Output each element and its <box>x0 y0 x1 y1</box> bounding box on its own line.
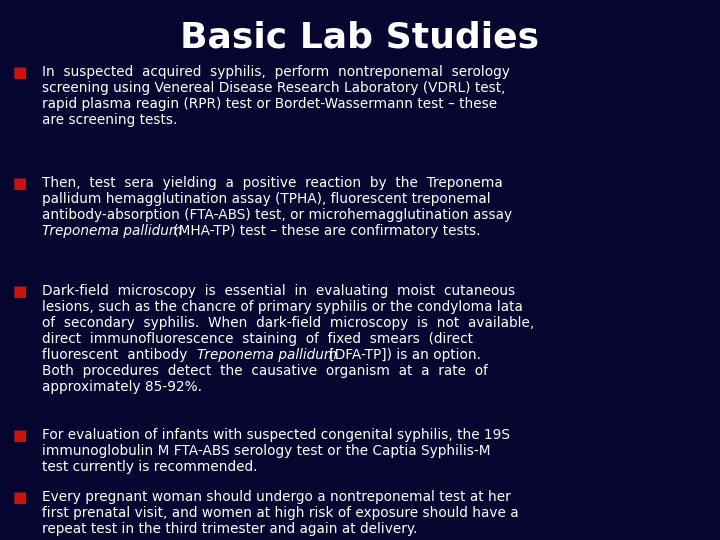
Text: Then,  test  sera  yielding  a  positive  reaction  by  the  Treponema: Then, test sera yielding a positive reac… <box>42 176 503 190</box>
Text: screening using Venereal Disease Research Laboratory (VDRL) test,: screening using Venereal Disease Researc… <box>42 81 505 95</box>
Text: direct  immunofluorescence  staining  of  fixed  smears  (direct: direct immunofluorescence staining of fi… <box>42 332 473 346</box>
Text: of  secondary  syphilis.  When  dark-field  microscopy  is  not  available,: of secondary syphilis. When dark-field m… <box>42 315 534 329</box>
Text: test currently is recommended.: test currently is recommended. <box>42 460 257 474</box>
Text: ■: ■ <box>13 490 27 505</box>
Text: Basic Lab Studies: Basic Lab Studies <box>181 21 539 55</box>
Text: Treponema pallidum: Treponema pallidum <box>42 224 182 238</box>
Text: lesions, such as the chancre of primary syphilis or the condyloma lata: lesions, such as the chancre of primary … <box>42 300 523 314</box>
Text: ■: ■ <box>13 428 27 443</box>
Text: fluorescent  antibody: fluorescent antibody <box>42 348 192 362</box>
Text: approximately 85-92%.: approximately 85-92%. <box>42 380 202 394</box>
Text: rapid plasma reagin (RPR) test or Bordet-Wassermann test – these: rapid plasma reagin (RPR) test or Bordet… <box>42 97 497 111</box>
Text: [DFA-TP]) is an option.: [DFA-TP]) is an option. <box>325 348 481 362</box>
Text: repeat test in the third trimester and again at delivery.: repeat test in the third trimester and a… <box>42 522 417 536</box>
Text: ■: ■ <box>13 65 27 80</box>
Text: pallidum hemagglutination assay (TPHA), fluorescent treponemal: pallidum hemagglutination assay (TPHA), … <box>42 192 490 206</box>
Text: immunoglobulin M FTA-ABS serology test or the Captia Syphilis-M: immunoglobulin M FTA-ABS serology test o… <box>42 444 490 458</box>
Text: Every pregnant woman should undergo a nontreponemal test at her: Every pregnant woman should undergo a no… <box>42 490 510 504</box>
Text: Dark-field  microscopy  is  essential  in  evaluating  moist  cutaneous: Dark-field microscopy is essential in ev… <box>42 284 515 298</box>
Text: are screening tests.: are screening tests. <box>42 113 177 127</box>
Text: Treponema pallidum: Treponema pallidum <box>197 348 338 362</box>
Text: ■: ■ <box>13 284 27 299</box>
Text: Both  procedures  detect  the  causative  organism  at  a  rate  of: Both procedures detect the causative org… <box>42 364 487 378</box>
Text: (MHA-TP) test – these are confirmatory tests.: (MHA-TP) test – these are confirmatory t… <box>169 224 481 238</box>
Text: ■: ■ <box>13 176 27 191</box>
Text: antibody-absorption (FTA-ABS) test, or microhemagglutination assay: antibody-absorption (FTA-ABS) test, or m… <box>42 207 512 221</box>
Text: In  suspected  acquired  syphilis,  perform  nontreponemal  serology: In suspected acquired syphilis, perform … <box>42 65 510 79</box>
Text: first prenatal visit, and women at high risk of exposure should have a: first prenatal visit, and women at high … <box>42 506 518 520</box>
Text: For evaluation of infants with suspected congenital syphilis, the 19S: For evaluation of infants with suspected… <box>42 428 510 442</box>
